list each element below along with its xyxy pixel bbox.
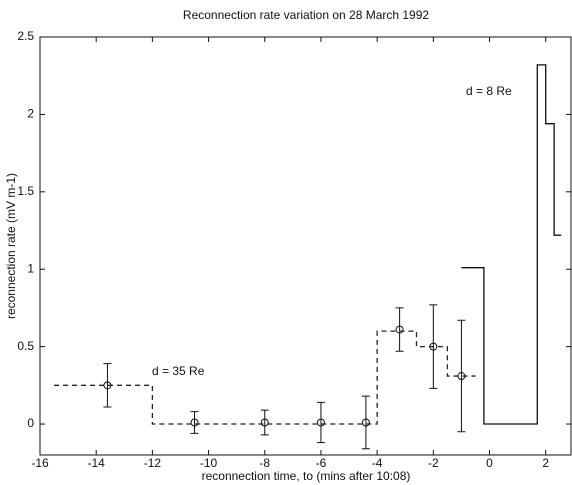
x-tick-label: -10: [200, 456, 218, 470]
data-point: [260, 418, 269, 427]
error-bar: [361, 395, 370, 450]
y-axis-label: reconnection rate (mV m-1): [4, 173, 18, 319]
x-tick-label: 2: [542, 456, 549, 470]
x-tick-label: -12: [144, 456, 162, 470]
error-bar: [457, 319, 466, 433]
data-point: [190, 418, 199, 427]
data-point: [457, 372, 466, 381]
error-bar: [190, 411, 199, 434]
y-tick-label: 2.5: [17, 29, 34, 43]
chart-title: Reconnection rate variation on 28 March …: [183, 8, 429, 22]
x-axis-label: reconnection time, to (mins after 10:08): [202, 469, 411, 483]
x-tick-label: -16: [31, 456, 49, 470]
x-tick-label: -2: [428, 456, 439, 470]
x-tick-label: -14: [88, 456, 106, 470]
error-bar: [316, 401, 325, 444]
error-bar: [429, 304, 438, 389]
data-point: [361, 418, 370, 427]
data-point: [395, 325, 404, 334]
y-tick-label: 0: [27, 416, 34, 430]
x-tick-label: -8: [259, 456, 270, 470]
step-line: [461, 64, 562, 425]
error-bar: [103, 363, 112, 408]
plot-frame: [39, 36, 572, 456]
error-bar: [395, 307, 404, 352]
data-point: [429, 342, 438, 351]
annotation: d = 8 Re: [466, 84, 512, 98]
annotation: d = 35 Re: [152, 364, 205, 378]
x-tick-label: 0: [486, 456, 493, 470]
y-tick-label: 0.5: [17, 339, 34, 353]
y-tick-label: 2: [27, 107, 34, 121]
y-tick-label: 1.5: [17, 184, 34, 198]
data-point: [316, 418, 325, 427]
y-tick-label: 1: [27, 261, 34, 275]
x-tick-label: -6: [316, 456, 327, 470]
data-point: [103, 381, 112, 390]
error-bar: [260, 409, 269, 436]
step-line: [54, 330, 476, 425]
x-tick-label: -4: [372, 456, 383, 470]
